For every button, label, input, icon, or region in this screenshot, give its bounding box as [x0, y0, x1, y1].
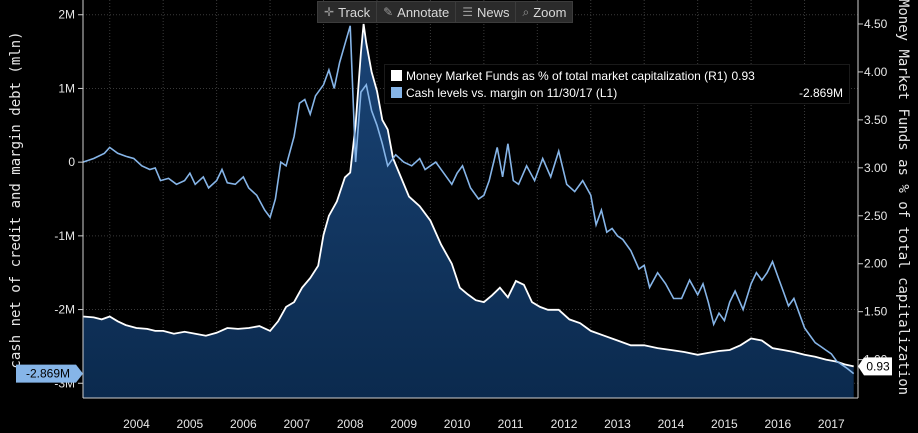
crosshair-icon: ✛ — [324, 5, 335, 19]
legend-swatch-white — [391, 70, 402, 81]
left-tick-label-4: -2M — [54, 303, 75, 317]
money-market-area — [83, 24, 854, 398]
cash-levels-line-series — [82, 25, 855, 375]
right-tick-label-4: 2.50 — [864, 209, 888, 223]
x-tick-label-2011: 2011 — [498, 417, 524, 431]
right-axis-ticks: 4.504.003.503.002.502.001.501.00 — [858, 17, 888, 367]
x-tick-label-2009: 2009 — [390, 417, 417, 431]
news-icon: ☰ — [462, 5, 473, 19]
x-tick-label-2015: 2015 — [711, 417, 738, 431]
legend-value-cash-levels: -2.869M — [798, 85, 843, 100]
x-tick-label-2007: 2007 — [283, 417, 310, 431]
money-market-line — [82, 23, 854, 368]
legend-entry-money-market[interactable]: Money Market Funds as % of total market … — [391, 67, 843, 84]
current-right-tag: 0.93 — [858, 357, 892, 376]
current-right-tag-shape — [858, 357, 892, 376]
cash-levels-line — [82, 25, 855, 375]
x-tick-label-2016: 2016 — [764, 417, 791, 431]
news-button[interactable]: ☰ News — [456, 2, 517, 22]
legend-label-cash-levels: Cash levels vs. margin on 11/30/17 (L1) — [406, 85, 618, 100]
current-left-tag-shape — [16, 364, 83, 383]
right-tick-label-3: 3.00 — [864, 161, 888, 175]
annotate-button[interactable]: ✎ Annotate — [377, 2, 457, 22]
right-tick-label-6: 1.50 — [864, 305, 888, 319]
current-left-tag: -2.869M — [16, 364, 83, 383]
right-tick-label-1: 4.00 — [864, 65, 888, 79]
x-tick-label-2012: 2012 — [551, 417, 578, 431]
money-market-area-series — [82, 23, 854, 398]
magnifier-icon: ⌕ — [522, 4, 530, 19]
left-tick-label-1: 1M — [58, 81, 75, 95]
current-left-tag-text: -2.869M — [26, 367, 70, 381]
right-tick-label-2: 3.50 — [864, 113, 888, 127]
news-label: News — [476, 4, 510, 20]
current-value-labels: -2.869M 0.93 — [16, 357, 892, 383]
left-tick-label-0: 2M — [58, 8, 75, 22]
x-tick-label-2005: 2005 — [177, 417, 204, 431]
axes — [82, 0, 859, 399]
track-label: Track — [338, 4, 371, 20]
x-tick-label-2006: 2006 — [230, 417, 257, 431]
annotate-label: Annotate — [397, 4, 450, 20]
legend-value-money-market: 0.93 — [731, 68, 755, 83]
right-axis-title: Money Market Funds as % of total capital… — [895, 0, 911, 395]
zoom-button[interactable]: ⌕ Zoom — [516, 2, 572, 22]
right-tick-label-5: 2.00 — [864, 257, 888, 271]
x-tick-label-2017: 2017 — [818, 417, 845, 431]
left-tick-label-3: -1M — [54, 229, 75, 243]
x-tick-label-2008: 2008 — [337, 417, 364, 431]
legend-entry-cash-levels[interactable]: Cash levels vs. margin on 11/30/17 (L1) … — [391, 84, 843, 101]
legend-swatch-blue — [391, 87, 402, 98]
current-right-tag-text: 0.93 — [866, 359, 890, 373]
x-tick-label-2010: 2010 — [444, 417, 471, 431]
pencil-icon: ✎ — [383, 5, 394, 19]
zoom-label: Zoom — [533, 4, 567, 20]
right-tick-label-0: 4.50 — [864, 17, 888, 31]
left-axis-title: cash net of credit and margin debt (mln) — [8, 31, 24, 368]
x-axis-ticks: 2004 2005 2006 2007 2008 2009 2010 2011 2012 2013… — [123, 417, 845, 431]
chart-legend: Money Market Funds as % of total market … — [384, 64, 850, 104]
x-tick-label-2004: 2004 — [123, 417, 150, 431]
left-tick-label-2: 0 — [68, 155, 75, 169]
x-tick-label-2013: 2013 — [604, 417, 631, 431]
legend-label-money-market: Money Market Funds as % of total market … — [406, 68, 728, 83]
chart-toolbar: ✛ Track ✎ Annotate ☰ News ⌕ Zoom — [317, 1, 574, 23]
x-tick-label-2014: 2014 — [658, 417, 685, 431]
track-button[interactable]: ✛ Track — [318, 2, 378, 22]
